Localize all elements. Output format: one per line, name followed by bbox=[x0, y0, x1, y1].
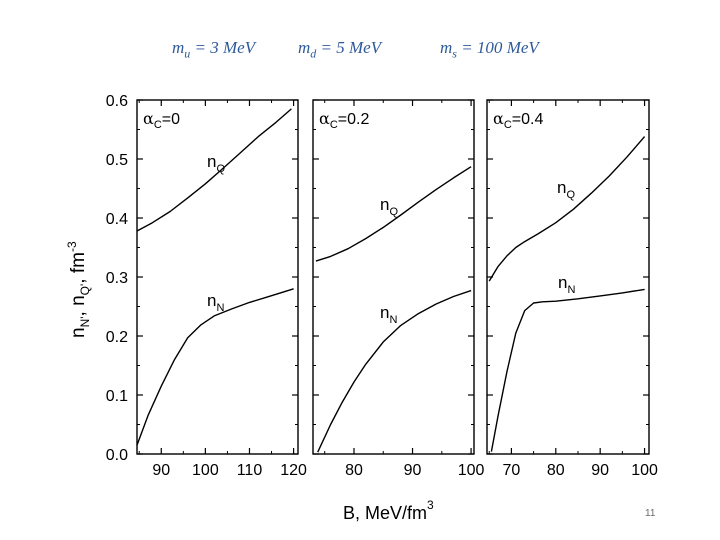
series-label-nQ: nQ bbox=[380, 195, 398, 218]
panel-1: 90 100 110 120 αC=0 nQ nN bbox=[136, 99, 307, 479]
panel-frame bbox=[486, 99, 650, 455]
quark-mass-header: mu = 3 MeV md = 5 MeV ms = 100 MeV bbox=[0, 38, 720, 68]
y-tick-label: 0.2 bbox=[106, 329, 128, 346]
x-tick-label: 70 bbox=[503, 462, 521, 479]
y-tick-label: 0.1 bbox=[106, 388, 128, 405]
series-label-nQ: nQ bbox=[557, 178, 575, 201]
x-tick-label: 110 bbox=[237, 462, 263, 479]
y-tick-label: 0.6 bbox=[106, 93, 128, 110]
y-tick-label: 0.4 bbox=[106, 211, 128, 228]
strange-quark-mass: ms = 100 MeV bbox=[440, 38, 539, 61]
y-axis-label: nN', nQ', fm-3 bbox=[65, 241, 92, 338]
x-tick-label: 120 bbox=[280, 462, 307, 479]
down-quark-mass: md = 5 MeV bbox=[298, 38, 382, 61]
series-line-nQ bbox=[488, 136, 646, 282]
panel-frame bbox=[136, 99, 299, 455]
series-line-nQ bbox=[315, 166, 472, 262]
series-line-nQ bbox=[136, 108, 292, 232]
panel-2: 80 90 100 αC=0.2 nQ nN bbox=[312, 99, 485, 479]
x-tick-label: 100 bbox=[192, 462, 219, 479]
alpha-c-label: αC=0 bbox=[143, 109, 180, 131]
panel-frame bbox=[312, 99, 475, 455]
x-tick-label: 90 bbox=[404, 462, 422, 479]
series-label-nN: nN bbox=[558, 273, 575, 296]
series-label-nQ: nQ bbox=[207, 152, 225, 175]
x-tick-label: 80 bbox=[345, 462, 363, 479]
series-label-nN: nN bbox=[380, 303, 397, 326]
x-axis-label: B, MeV/fm3 bbox=[343, 498, 434, 523]
x-tick-label: 90 bbox=[152, 462, 170, 479]
y-tick-label: 0.3 bbox=[106, 270, 128, 287]
y-tick-label: 0.5 bbox=[106, 152, 128, 169]
series-label-nN: nN bbox=[207, 291, 224, 314]
up-quark-mass: mu = 3 MeV bbox=[172, 38, 256, 61]
series-line-nN bbox=[136, 288, 294, 446]
x-tick-label: 100 bbox=[631, 462, 658, 479]
x-tick-label: 80 bbox=[547, 462, 565, 479]
y-tick-label: 0.0 bbox=[106, 447, 128, 464]
x-tick-label: 100 bbox=[458, 462, 485, 479]
alpha-c-label: αC=0.2 bbox=[319, 109, 369, 131]
alpha-c-label: αC=0.4 bbox=[493, 109, 543, 131]
x-tick-label: 90 bbox=[591, 462, 609, 479]
panel-3: 70 80 90 100 αC=0.4 nQ nN bbox=[486, 99, 658, 479]
slide-number: 11 bbox=[645, 508, 656, 519]
series-line-nN bbox=[490, 288, 645, 452]
series-line-nN bbox=[317, 289, 472, 453]
